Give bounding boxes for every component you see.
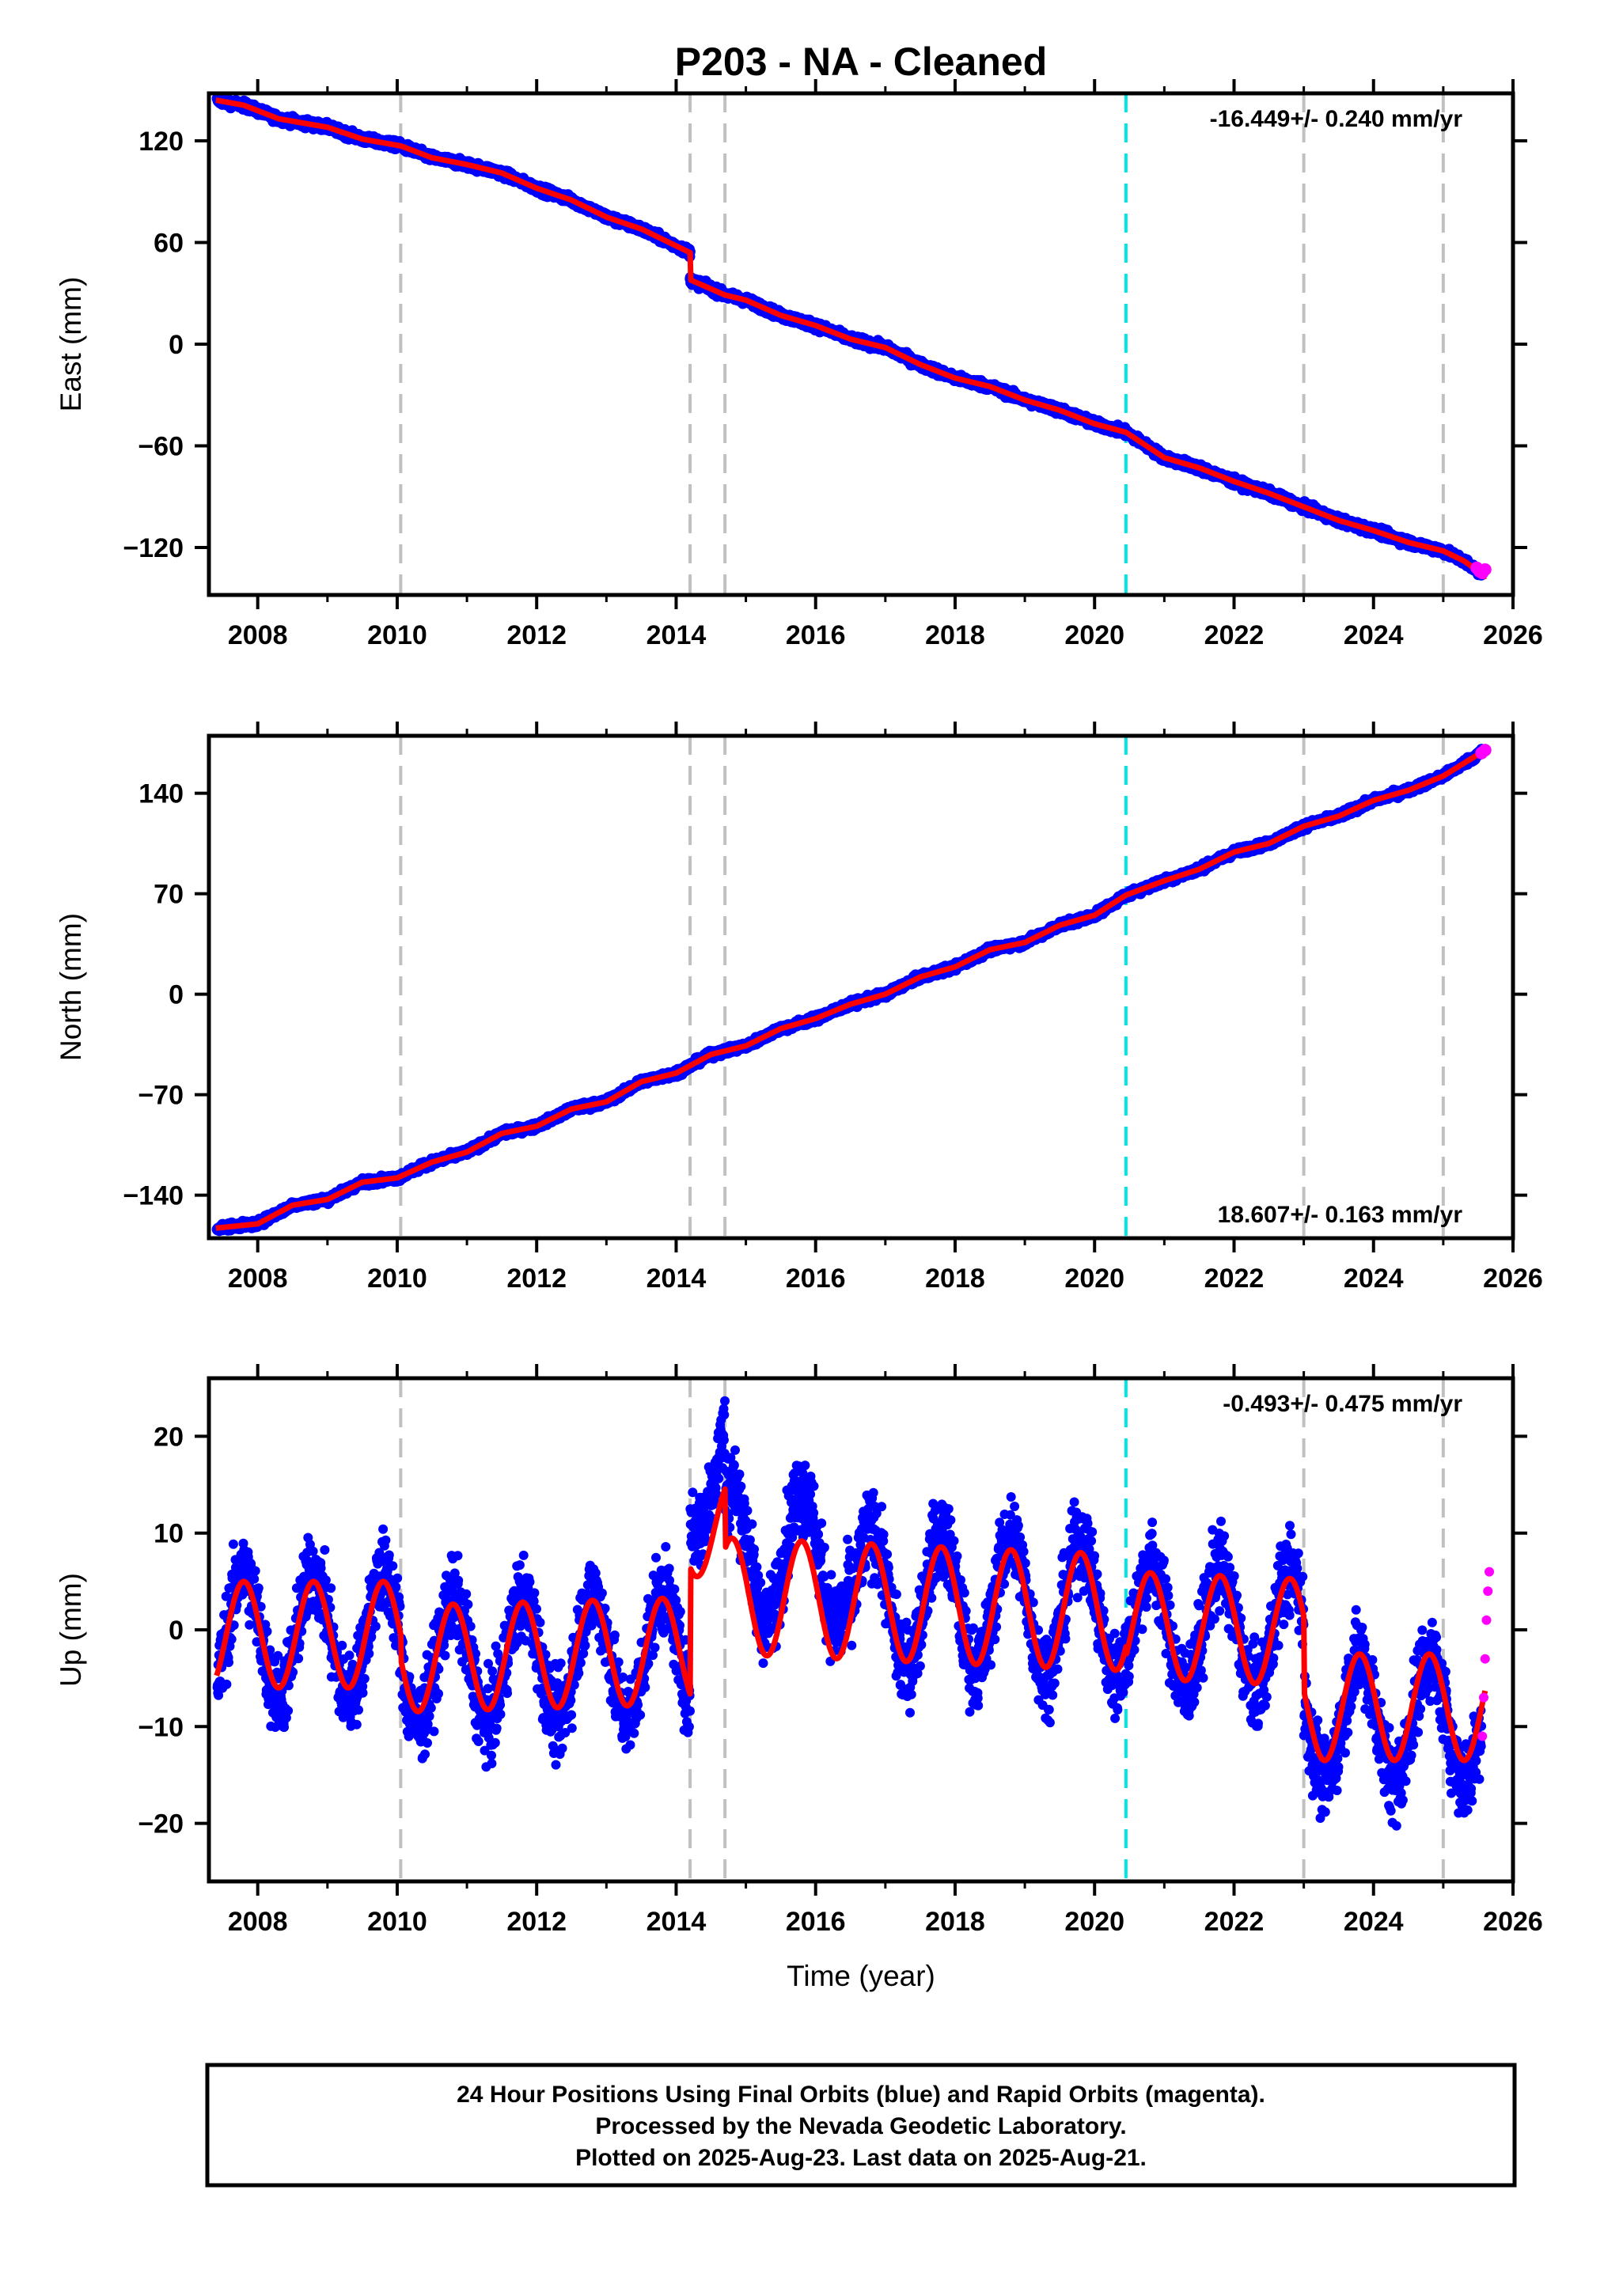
panels: 2008 2010 2012 2014 2016 2018 2020 2022 2024 2026… [55,79,1543,1992]
x-tick-label: 2020 [1064,620,1124,650]
panel-north: 2008 2010 2012 2014 2016 2018 2020 2022 2024 2026… [55,722,1543,1294]
x-tick-label: 2018 [925,620,985,650]
model-fit-line [214,97,1489,579]
x-tick-label: 2022 [1204,620,1265,650]
y-tick-label: 0 [169,330,184,360]
rapid-orbit-point [1478,563,1492,576]
y-axis-label: East (mm) [55,277,87,412]
x-axis: 2008 2010 2012 2014 2016 2018 2020 2022 2024 2026 [228,79,1543,650]
y-tick-label: 120 [138,127,184,157]
rate-annotation: -16.449+/- 0.240 mm/yr [1210,106,1463,132]
x-tick-label: 2026 [1483,620,1543,650]
x-tick-label: 2014 [647,620,707,650]
plot-area [211,736,1492,1238]
y-axis: 120 60 0 −60 −120 [123,127,1527,563]
y-tick-label: −60 [138,432,184,462]
final-orbit-points [211,744,1488,1237]
x-tick-label: 2010 [367,620,427,650]
y-tick-label: −120 [123,533,184,563]
chart-title: P203 - NA - Cleaned [675,40,1048,84]
y-tick-label: 60 [154,228,184,258]
plot-area [211,93,1492,595]
x-tick-label: 2016 [786,620,846,650]
x-tick-label: 2024 [1344,620,1404,650]
x-tick-label: 2008 [228,620,288,650]
panel-east: 2008 2010 2012 2014 2016 2018 2020 2022 2024 2026… [55,79,1543,650]
x-tick-label: 2012 [506,620,567,650]
